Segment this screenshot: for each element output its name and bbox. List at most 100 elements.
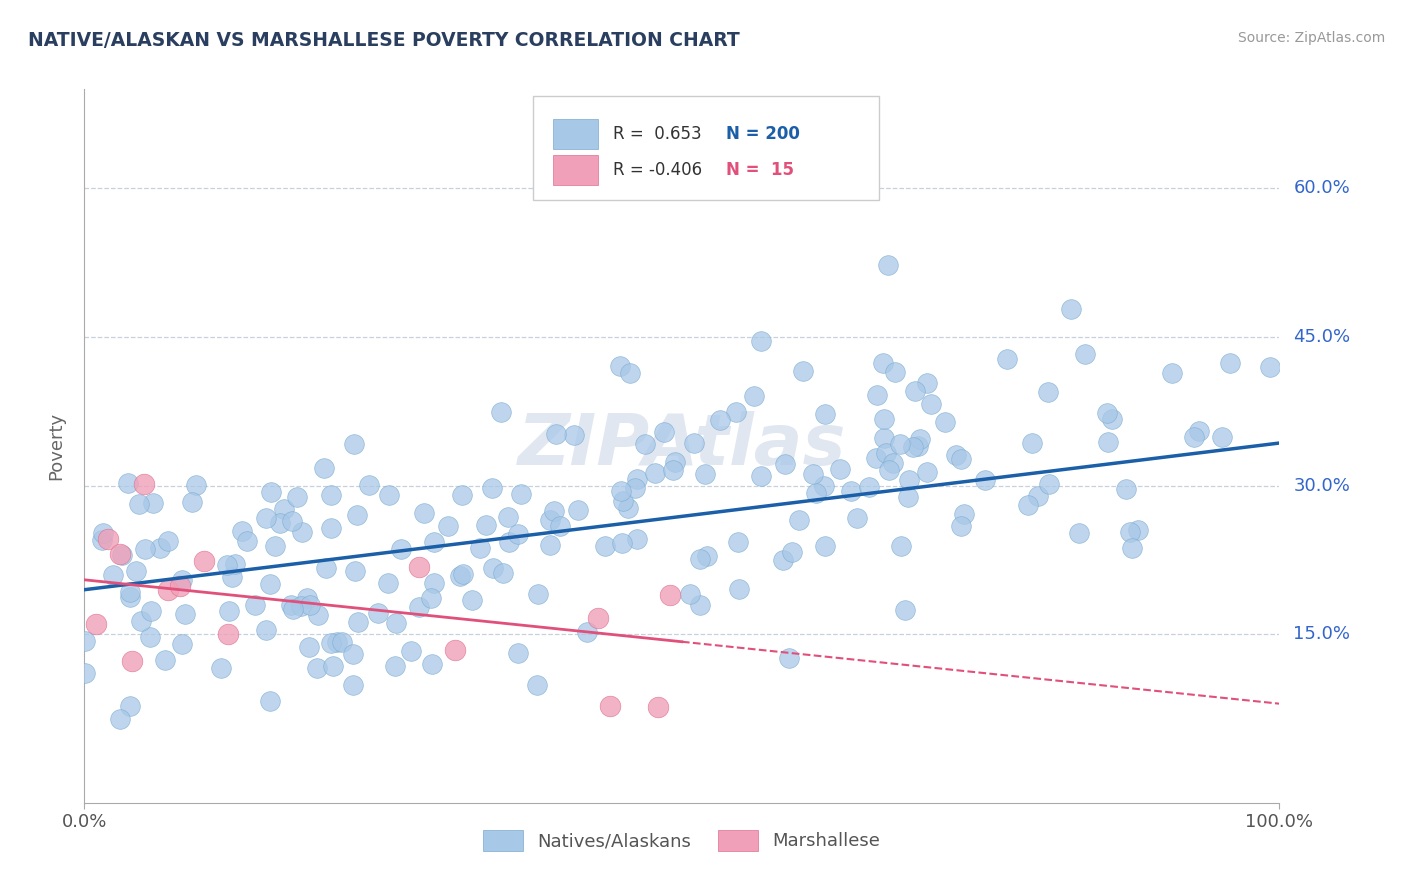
Point [1260, 359, 1282, 374]
Point [269, 516, 291, 530]
Point [915, 376, 938, 391]
Point [330, 635, 353, 649]
Point [538, 538, 561, 552]
Point [898, 473, 921, 487]
Point [1211, 430, 1233, 444]
Text: R = -0.406: R = -0.406 [613, 161, 702, 178]
Point [894, 602, 917, 616]
Point [875, 446, 897, 460]
Point [475, 518, 498, 533]
Point [218, 604, 240, 618]
Point [378, 488, 401, 502]
Point [290, 599, 312, 614]
Point [995, 352, 1018, 367]
Point [321, 488, 343, 502]
Point [111, 548, 134, 562]
Point [132, 477, 156, 491]
Point [644, 466, 666, 480]
Point [260, 484, 283, 499]
Point [904, 384, 927, 399]
Point [953, 507, 976, 521]
Point [118, 590, 141, 604]
Point [865, 451, 887, 466]
Point [444, 643, 467, 657]
Point [780, 545, 803, 559]
Point [319, 521, 342, 535]
Point [224, 558, 246, 572]
Point [609, 359, 631, 374]
Point [437, 519, 460, 533]
Point [231, 524, 253, 538]
Point [689, 598, 711, 612]
Point [347, 615, 370, 629]
Point [481, 482, 503, 496]
Legend: Natives/Alaskans, Marshallese: Natives/Alaskans, Marshallese [477, 822, 887, 858]
Point [357, 478, 380, 492]
Point [75, 634, 97, 648]
Point [217, 627, 239, 641]
Point [1219, 356, 1241, 370]
Point [548, 519, 571, 533]
Point [156, 533, 179, 548]
FancyBboxPatch shape [533, 96, 879, 200]
Point [689, 551, 711, 566]
Point [420, 657, 443, 672]
Point [470, 541, 492, 555]
Point [273, 502, 295, 516]
Point [624, 481, 647, 495]
Point [897, 490, 920, 504]
Point [1126, 524, 1149, 538]
Point [307, 608, 329, 623]
Point [173, 607, 195, 621]
Point [610, 535, 633, 549]
Text: R =  0.653: R = 0.653 [613, 125, 702, 143]
Point [564, 428, 586, 442]
Point [1119, 524, 1142, 539]
Point [181, 495, 204, 509]
Point [877, 258, 900, 272]
Point [91, 526, 114, 541]
Point [153, 653, 176, 667]
Point [841, 483, 863, 498]
Point [157, 582, 180, 597]
Point [1121, 541, 1143, 555]
Point [626, 533, 648, 547]
Point [908, 432, 931, 446]
Text: 45.0%: 45.0% [1294, 328, 1351, 346]
Point [343, 437, 366, 451]
Point [319, 636, 342, 650]
Point [1017, 498, 1039, 512]
Point [221, 570, 243, 584]
Point [399, 644, 422, 658]
Point [626, 472, 648, 486]
Point [149, 541, 172, 555]
Point [593, 539, 616, 553]
Point [884, 365, 907, 379]
Point [215, 558, 238, 572]
Point [389, 542, 412, 557]
Point [193, 553, 215, 567]
Point [858, 480, 880, 494]
Point [305, 661, 328, 675]
Point [1026, 489, 1049, 503]
Point [974, 473, 997, 487]
Point [778, 651, 800, 665]
Point [461, 592, 484, 607]
Point [408, 599, 430, 614]
Point [872, 355, 894, 369]
Point [101, 567, 124, 582]
Point [263, 539, 285, 553]
Point [950, 519, 973, 533]
Point [787, 512, 810, 526]
Point [934, 416, 956, 430]
Point [506, 646, 529, 660]
Point [679, 587, 702, 601]
Point [814, 407, 837, 421]
Point [498, 535, 520, 549]
Text: Source: ZipAtlas.com: Source: ZipAtlas.com [1237, 31, 1385, 45]
Point [527, 587, 550, 601]
Point [792, 364, 814, 378]
Text: 60.0%: 60.0% [1294, 179, 1350, 197]
Point [259, 576, 281, 591]
Point [451, 488, 474, 502]
